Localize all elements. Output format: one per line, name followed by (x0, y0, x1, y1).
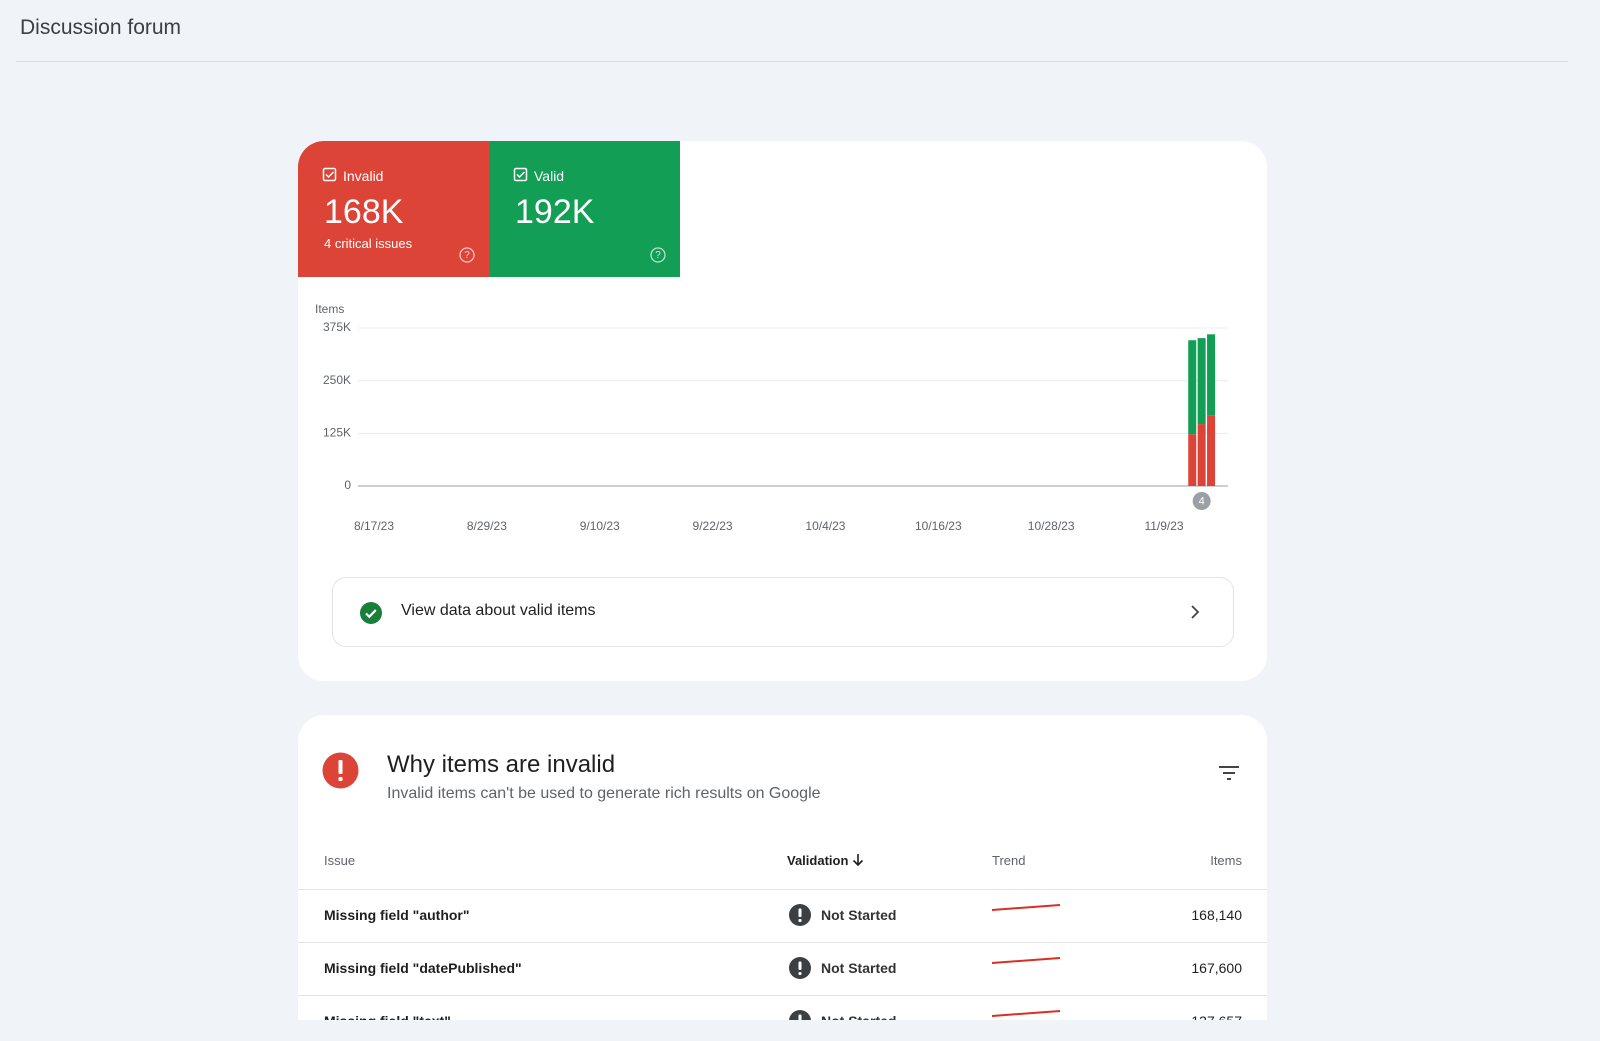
help-icon[interactable]: ? (458, 246, 476, 264)
tile-value: 192K (515, 193, 595, 231)
checkbox (322, 167, 337, 182)
section-subtitle: Invalid items can't be used to generate … (387, 785, 821, 802)
y-tick-label: 0 (344, 478, 351, 492)
trend-sparkline (991, 904, 1061, 911)
svg-text:?: ? (655, 250, 661, 261)
section-title: Why items are invalid (387, 751, 616, 778)
chart: Items 0 125K 250K 375K 8/17/23 8/29/23 9/10/23… (315, 302, 1228, 533)
y-tick-label: 125K (323, 426, 351, 440)
chevron (1191, 605, 1200, 619)
validation-status: Not Started (821, 907, 897, 923)
issue-name: Missing field "author" (324, 907, 470, 923)
series-label: Invalid (343, 168, 384, 184)
y-axis-label: Items (315, 302, 344, 316)
bar (1188, 340, 1197, 435)
status-icon (789, 904, 811, 926)
item-count: 167,600 (1191, 960, 1242, 976)
checkbox (513, 167, 528, 182)
bar (1197, 338, 1206, 425)
page-title: Discussion forum (20, 16, 182, 39)
x-tick-label: 10/16/23 (915, 519, 962, 533)
column-header[interactable]: Validation (787, 853, 849, 868)
tile-note: 4 critical issues (324, 236, 413, 251)
column-header[interactable]: Trend (992, 853, 1026, 868)
validation-status: Not Started (821, 1013, 896, 1020)
annotation: 4 (1199, 495, 1205, 507)
issue-name: Missing field "datePublished" (324, 960, 522, 976)
x-tick-label: 11/9/23 (1144, 519, 1183, 533)
status-icon (789, 1010, 811, 1020)
x-tick-label: 10/4/23 (805, 519, 845, 533)
bar (1207, 334, 1216, 416)
table-row[interactable]: Missing field "text" Not Started 137,657 (298, 995, 1267, 1020)
bar (1207, 415, 1216, 486)
annotation-badge (1192, 492, 1211, 510)
valid-tile[interactable]: Valid 192K ? (489, 141, 680, 277)
column-header[interactable]: Items (1210, 853, 1242, 868)
tile-value: 168K (324, 193, 404, 231)
item-count: 168,140 (1191, 907, 1242, 923)
x-tick-label: 8/29/23 (467, 519, 507, 533)
invalid-tile[interactable]: Invalid 168K 4 critical issues ? (298, 141, 489, 277)
error-icon (322, 752, 359, 789)
x-tick-label: 10/28/23 (1028, 519, 1075, 533)
x-tick-label: 8/17/23 (354, 519, 394, 533)
bar (1197, 424, 1206, 486)
x-tick-label: 9/10/23 (580, 519, 620, 533)
sort-arrow (852, 854, 864, 867)
help-icon[interactable]: ? (649, 246, 667, 264)
item-count: 137,657 (1191, 1013, 1242, 1020)
column-header[interactable]: Issue (324, 853, 356, 868)
series-label: Valid (534, 168, 565, 184)
divider (16, 61, 1568, 62)
trend-sparkline (991, 957, 1061, 964)
bar (1188, 434, 1197, 486)
chart-card: Invalid 168K 4 critical issues ? Valid 1… (298, 141, 1267, 681)
x-tick-label: 9/22/23 (693, 519, 733, 533)
table-row[interactable]: Missing field "author" Not Started 168,140 (298, 889, 1267, 943)
svg-text:?: ? (464, 250, 470, 261)
check-icon (360, 602, 382, 624)
validation-status: Not Started (821, 960, 897, 976)
table-row[interactable]: Missing field "datePublished" Not Started… (298, 942, 1267, 996)
status-icon (789, 957, 811, 979)
issue-name: Missing field "text" (324, 1013, 451, 1020)
y-tick-label: 250K (323, 373, 351, 387)
filter-icon[interactable] (1218, 764, 1240, 782)
trend-sparkline (991, 1010, 1061, 1017)
issues-card: Why items are invalid Invalid items can'… (298, 715, 1267, 1020)
link-text: View data about valid items (401, 602, 596, 619)
valid-items-link[interactable]: View data about valid items (332, 577, 1234, 647)
y-tick-label: 375K (323, 320, 351, 334)
